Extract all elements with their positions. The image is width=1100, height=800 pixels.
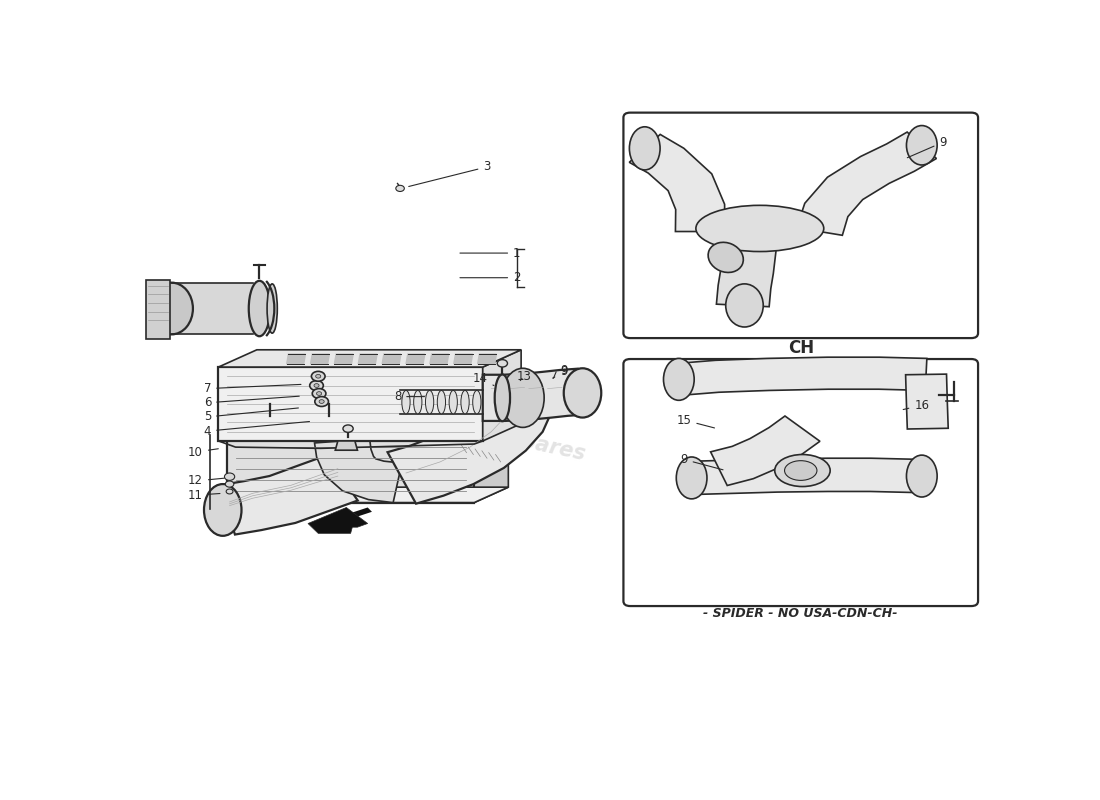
- Polygon shape: [219, 367, 483, 441]
- Ellipse shape: [461, 390, 470, 414]
- Text: 6: 6: [204, 396, 299, 410]
- Circle shape: [226, 481, 234, 487]
- Polygon shape: [400, 390, 483, 414]
- Polygon shape: [336, 441, 358, 450]
- Text: 11: 11: [188, 489, 220, 502]
- Text: 7: 7: [204, 382, 301, 395]
- Circle shape: [310, 381, 323, 390]
- Text: 1: 1: [460, 246, 520, 259]
- Text: 13: 13: [516, 370, 531, 382]
- Polygon shape: [382, 354, 400, 364]
- Text: eurospares: eurospares: [454, 418, 587, 465]
- Ellipse shape: [495, 374, 510, 422]
- Text: eurospares: eurospares: [233, 418, 366, 465]
- Polygon shape: [483, 369, 584, 421]
- Text: CH: CH: [788, 339, 814, 358]
- Circle shape: [316, 374, 321, 378]
- Polygon shape: [219, 350, 521, 367]
- Polygon shape: [483, 350, 521, 441]
- Text: 14: 14: [473, 372, 494, 386]
- Text: 5: 5: [204, 408, 298, 423]
- Circle shape: [317, 392, 321, 395]
- Polygon shape: [387, 401, 549, 504]
- Circle shape: [343, 425, 353, 432]
- Text: 2: 2: [460, 271, 520, 284]
- Ellipse shape: [906, 126, 937, 165]
- FancyBboxPatch shape: [624, 359, 978, 606]
- Polygon shape: [227, 487, 508, 502]
- Text: 9: 9: [560, 364, 568, 377]
- Polygon shape: [334, 354, 353, 364]
- Polygon shape: [691, 458, 923, 494]
- Ellipse shape: [414, 390, 422, 414]
- Circle shape: [311, 371, 326, 382]
- Ellipse shape: [151, 282, 192, 334]
- Ellipse shape: [726, 284, 763, 327]
- Text: 12: 12: [188, 474, 224, 487]
- Circle shape: [396, 186, 405, 191]
- Polygon shape: [287, 354, 306, 364]
- Text: 9: 9: [552, 366, 568, 378]
- Text: - SPIDER - NO USA-CDN-CH-: - SPIDER - NO USA-CDN-CH-: [704, 607, 898, 620]
- Text: 3: 3: [409, 160, 491, 186]
- Ellipse shape: [784, 461, 817, 480]
- Circle shape: [315, 397, 329, 406]
- Circle shape: [319, 400, 324, 403]
- Ellipse shape: [774, 454, 830, 486]
- Polygon shape: [474, 389, 508, 502]
- Text: 16: 16: [903, 398, 929, 412]
- Ellipse shape: [426, 390, 433, 414]
- Ellipse shape: [402, 390, 410, 414]
- Ellipse shape: [502, 368, 544, 427]
- Polygon shape: [477, 354, 496, 364]
- Polygon shape: [308, 507, 367, 534]
- Text: 15: 15: [676, 414, 715, 428]
- Polygon shape: [227, 404, 474, 502]
- Ellipse shape: [629, 126, 660, 170]
- Polygon shape: [796, 132, 936, 235]
- Polygon shape: [430, 354, 449, 364]
- Ellipse shape: [708, 242, 744, 273]
- Text: 9: 9: [680, 453, 723, 470]
- Circle shape: [227, 489, 233, 494]
- Ellipse shape: [563, 368, 602, 418]
- Ellipse shape: [696, 206, 824, 251]
- Polygon shape: [219, 455, 358, 534]
- Polygon shape: [321, 507, 372, 527]
- Polygon shape: [146, 279, 169, 339]
- Polygon shape: [406, 354, 425, 364]
- Polygon shape: [359, 354, 377, 364]
- Text: eurospares: eurospares: [749, 458, 856, 498]
- Text: 9: 9: [908, 136, 947, 158]
- Ellipse shape: [906, 455, 937, 497]
- FancyBboxPatch shape: [624, 113, 978, 338]
- Ellipse shape: [663, 358, 694, 400]
- Polygon shape: [676, 357, 927, 395]
- Ellipse shape: [249, 281, 271, 336]
- Polygon shape: [454, 354, 473, 364]
- Polygon shape: [172, 282, 253, 334]
- Text: 8: 8: [394, 390, 425, 403]
- Circle shape: [497, 360, 507, 367]
- Ellipse shape: [438, 390, 446, 414]
- Text: eurospares: eurospares: [749, 194, 856, 233]
- Ellipse shape: [449, 390, 458, 414]
- Polygon shape: [711, 416, 820, 486]
- Circle shape: [224, 473, 234, 480]
- Text: 4: 4: [204, 422, 309, 438]
- Ellipse shape: [473, 390, 481, 414]
- Polygon shape: [310, 354, 329, 364]
- Circle shape: [312, 389, 326, 398]
- Ellipse shape: [676, 457, 707, 499]
- Circle shape: [314, 384, 319, 387]
- Polygon shape: [315, 439, 402, 502]
- Polygon shape: [629, 134, 725, 231]
- Text: 10: 10: [188, 446, 218, 458]
- Polygon shape: [716, 230, 778, 306]
- Ellipse shape: [204, 484, 242, 536]
- Ellipse shape: [267, 284, 277, 333]
- Polygon shape: [905, 374, 948, 429]
